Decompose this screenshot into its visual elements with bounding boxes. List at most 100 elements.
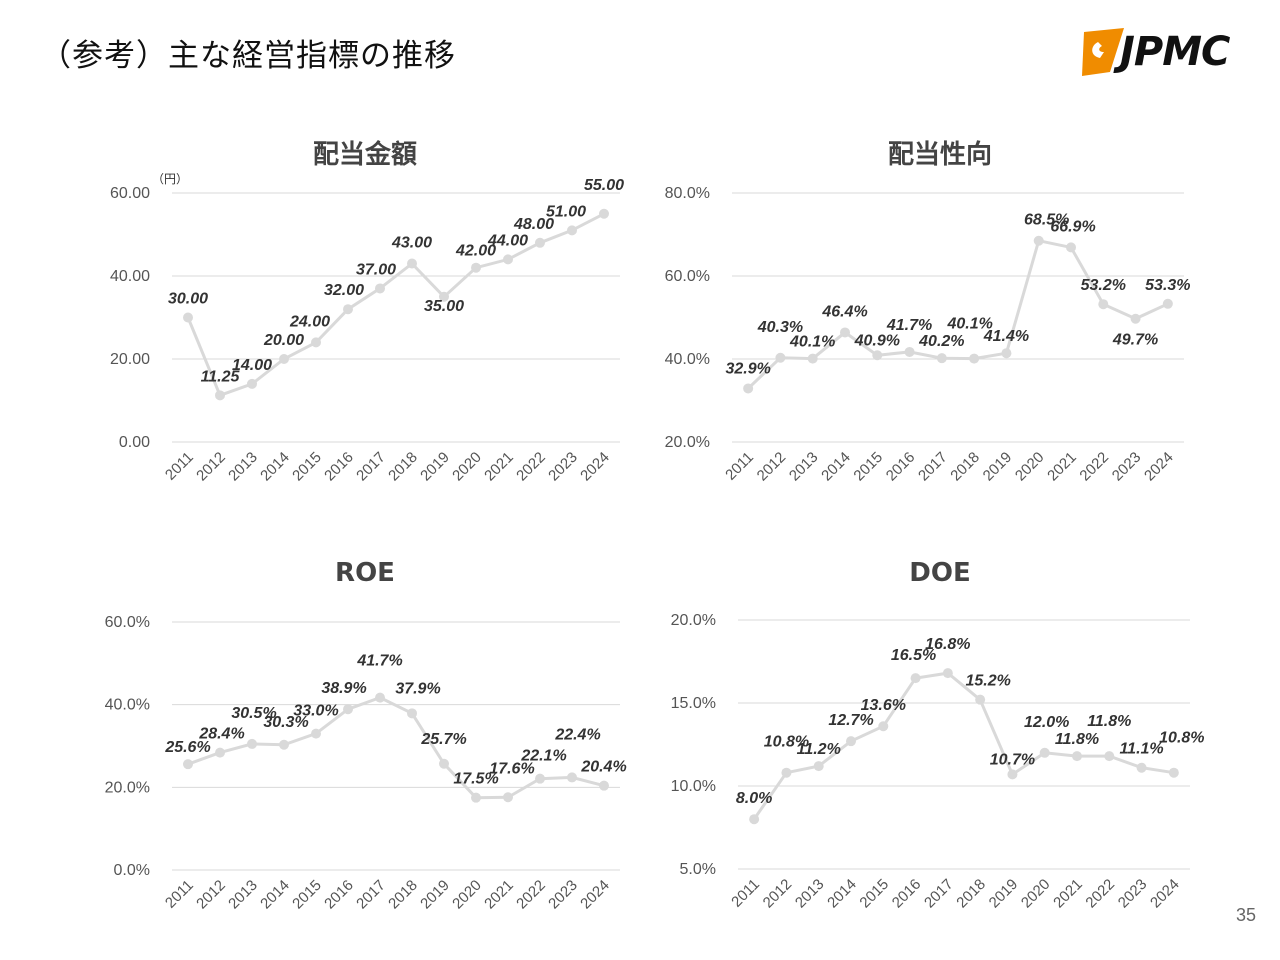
x-tick-label: 2022 [1082, 876, 1118, 912]
data-label: 35.00 [424, 298, 464, 315]
data-point [1001, 348, 1012, 359]
data-point [439, 291, 449, 302]
data-label: 51.00 [546, 203, 586, 220]
data-point [781, 767, 792, 778]
x-tick-label: 2017 [921, 876, 957, 912]
data-label: 44.00 [487, 232, 528, 249]
chart-title: DOE [909, 558, 970, 588]
x-tick-label: 2012 [754, 449, 790, 485]
x-tick-label: 2020 [449, 877, 485, 913]
data-point [807, 353, 818, 364]
chart-roe: ROE0.0%20.0%40.0%60.0%201120122013201420… [105, 558, 627, 913]
data-label: 22.4% [554, 726, 600, 743]
data-label: 53.2% [1081, 277, 1126, 294]
x-tick-label: 2022 [1076, 449, 1112, 485]
y-tick-label: 20.00 [110, 351, 150, 368]
x-tick-label: 2021 [481, 877, 517, 913]
data-label: 40.1% [946, 316, 992, 333]
chart-doe: DOE5.0%10.0%15.0%20.0%201120122013201420… [671, 558, 1205, 912]
x-tick-label: 2018 [953, 876, 989, 912]
x-tick-label: 2012 [193, 877, 229, 913]
data-point [247, 738, 257, 749]
data-label: 38.9% [321, 680, 366, 697]
data-point [749, 814, 760, 825]
x-tick-label: 2019 [417, 449, 453, 485]
x-tick-label: 2023 [1115, 876, 1151, 912]
data-point [471, 792, 481, 803]
data-point [1033, 235, 1044, 246]
data-point [1039, 747, 1050, 758]
x-tick-label: 2019 [417, 877, 453, 913]
x-tick-label: 2013 [225, 877, 261, 913]
data-label: 40.9% [854, 332, 900, 349]
data-label: 41.7% [886, 317, 932, 334]
data-point [936, 353, 947, 364]
data-point [599, 780, 609, 791]
data-label: 68.5% [1024, 212, 1069, 229]
data-point [846, 736, 856, 747]
data-label: 49.7% [1112, 332, 1158, 349]
data-label: 11.8% [1055, 731, 1099, 748]
data-label: 25.7% [420, 731, 466, 748]
data-point [840, 327, 850, 338]
data-point [878, 721, 889, 732]
data-point [439, 758, 449, 769]
data-point [1104, 751, 1115, 762]
data-label: 40.1% [789, 334, 835, 351]
data-label: 11.8% [1087, 713, 1131, 730]
x-tick-label: 2015 [289, 877, 325, 913]
x-tick-label: 2021 [1044, 449, 1080, 485]
y-tick-label: 40.00 [110, 268, 150, 285]
x-tick-label: 2018 [385, 877, 421, 913]
data-label: 32.9% [725, 360, 770, 377]
logo-mark-icon [1082, 28, 1124, 76]
y-tick-label: 20.0% [665, 434, 710, 451]
y-tick-label: 5.0% [680, 861, 716, 878]
logo-text: JPMC [1120, 29, 1230, 75]
data-label: 30.5% [231, 705, 276, 722]
data-point [567, 225, 577, 236]
x-tick-label: 2017 [353, 877, 389, 913]
data-point [1136, 762, 1147, 773]
x-tick-label: 2012 [193, 449, 229, 485]
data-point [1168, 767, 1179, 778]
x-tick-label: 2014 [257, 449, 293, 485]
y-tick-label: 40.0% [665, 351, 710, 368]
data-label: 42.00 [455, 243, 496, 260]
data-point [471, 262, 481, 273]
data-label: 20.00 [263, 332, 304, 349]
data-point [183, 312, 193, 323]
x-tick-label: 2023 [1109, 449, 1145, 485]
data-point [535, 773, 545, 784]
data-point [942, 668, 953, 679]
data-point [1007, 769, 1018, 780]
y-tick-label: 40.0% [105, 697, 150, 714]
data-point [813, 761, 824, 772]
y-tick-label: 60.0% [105, 614, 150, 631]
x-tick-label: 2013 [225, 449, 261, 485]
data-point [872, 350, 883, 361]
data-label: 28.4% [198, 726, 244, 743]
y-tick-label: 60.00 [110, 185, 150, 202]
chart-title: 配当性向 [888, 139, 992, 170]
data-label: 53.3% [1145, 277, 1190, 294]
data-label: 16.5% [891, 647, 936, 664]
data-point [1066, 242, 1076, 253]
page-title: （参考）主な経営指標の推移 [40, 38, 456, 74]
data-point [599, 208, 609, 219]
x-tick-label: 2016 [321, 449, 357, 485]
data-point [215, 747, 225, 758]
data-point [279, 739, 289, 750]
x-tick-label: 2024 [1147, 876, 1183, 912]
data-label: 10.8% [764, 734, 809, 751]
data-point [1072, 751, 1082, 762]
data-label: 30.3% [263, 714, 308, 731]
chart-title: 配当金額 [313, 139, 417, 170]
data-label: 8.0% [736, 790, 772, 807]
x-tick-label: 2011 [162, 877, 197, 912]
x-tick-label: 2020 [1012, 449, 1048, 485]
x-tick-label: 2011 [728, 876, 763, 911]
data-label: 13.6% [861, 697, 906, 714]
data-point [375, 283, 385, 294]
x-tick-label: 2022 [513, 449, 549, 485]
